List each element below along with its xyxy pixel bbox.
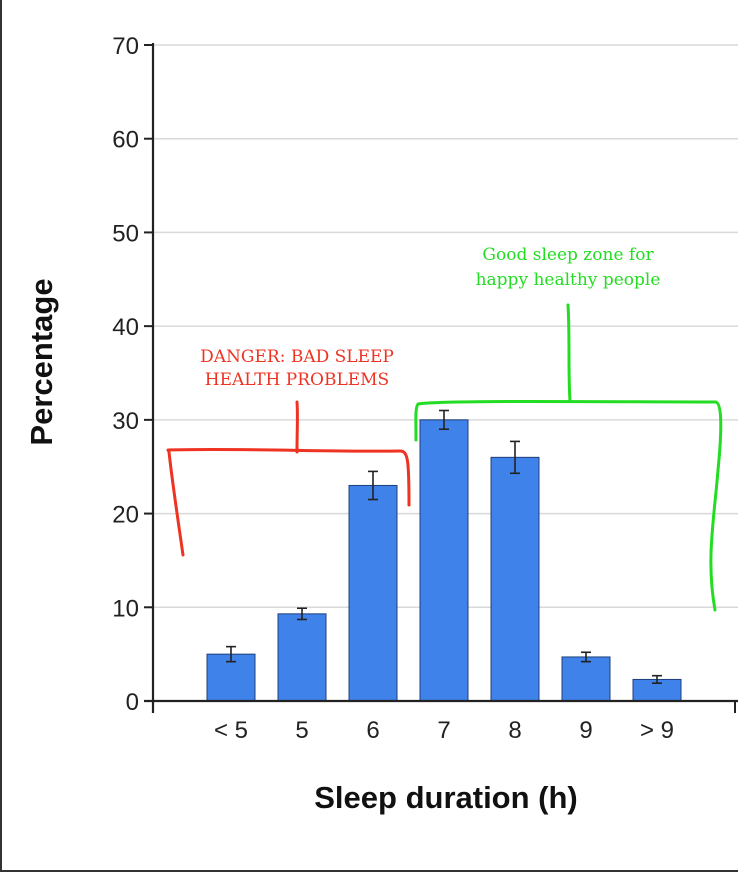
bar bbox=[490, 456, 540, 702]
x-tick-label: 7 bbox=[437, 717, 450, 744]
y-tick-label: 0 bbox=[126, 689, 139, 716]
y-tick-label: 60 bbox=[112, 127, 139, 154]
danger-bracket bbox=[166, 447, 411, 557]
good-bracket bbox=[414, 400, 723, 612]
y-tick-label: 70 bbox=[112, 33, 139, 60]
x-tick-label: > 9 bbox=[640, 717, 674, 744]
axes bbox=[144, 43, 738, 713]
y-axis-title: Percentage bbox=[24, 278, 59, 445]
x-tick-label: 8 bbox=[508, 717, 521, 744]
x-tick-label: < 5 bbox=[214, 717, 248, 744]
annotations: DANGER: BAD SLEEP HEALTH PROBLEMS Good sle… bbox=[166, 245, 723, 612]
error-bars bbox=[226, 409, 662, 684]
bar bbox=[277, 613, 327, 702]
bars bbox=[206, 419, 682, 702]
bar bbox=[419, 419, 469, 702]
danger-annotation-line: DANGER: BAD SLEEP bbox=[200, 347, 394, 367]
danger-annotation-line: HEALTH PROBLEMS bbox=[205, 370, 389, 390]
x-tick-labels: < 5 5 6 7 8 9 > 9 bbox=[214, 717, 674, 744]
y-tick-labels: 0 10 20 30 40 50 60 70 bbox=[112, 33, 139, 716]
y-tick-label: 50 bbox=[112, 220, 139, 247]
bar bbox=[348, 484, 398, 702]
good-annotation-line: Good sleep zone for bbox=[482, 245, 654, 265]
good-bracket-stem bbox=[566, 303, 572, 403]
x-tick-label: 5 bbox=[295, 717, 308, 744]
y-tick-label: 30 bbox=[112, 408, 139, 435]
y-tick-label: 10 bbox=[112, 595, 139, 622]
y-tick-label: 40 bbox=[112, 314, 139, 341]
y-tick-label: 20 bbox=[112, 502, 139, 529]
x-axis-title: Sleep duration (h) bbox=[314, 780, 578, 815]
good-annotation-line: happy healthy people bbox=[476, 270, 661, 290]
x-tick-label: 9 bbox=[579, 717, 592, 744]
bar bbox=[561, 656, 611, 702]
x-tick-label: 6 bbox=[366, 717, 379, 744]
